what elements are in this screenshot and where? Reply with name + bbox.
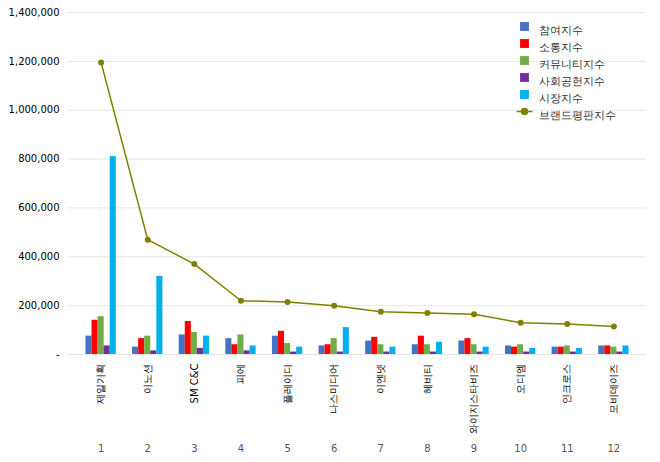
svg-text:사회공헌지수: 사회공헌지수 bbox=[539, 75, 605, 88]
svg-text:400,000: 400,000 bbox=[18, 251, 59, 262]
svg-text:1,200,000: 1,200,000 bbox=[9, 56, 60, 67]
svg-text:2: 2 bbox=[145, 443, 151, 454]
svg-text:이노션: 이노션 bbox=[142, 364, 153, 394]
svg-text:제일기획: 제일기획 bbox=[95, 364, 106, 404]
svg-text:-: - bbox=[56, 349, 60, 360]
svg-text:9: 9 bbox=[471, 443, 477, 454]
svg-text:와이지스타비즈: 와이지스타비즈 bbox=[468, 364, 479, 434]
svg-text:오디엠: 오디엠 bbox=[515, 364, 526, 394]
svg-text:헤비티: 헤비티 bbox=[422, 364, 433, 394]
svg-text:모비데이즈: 모비데이즈 bbox=[608, 364, 619, 414]
svg-text:4: 4 bbox=[238, 443, 244, 454]
svg-text:인크로스: 인크로스 bbox=[561, 364, 572, 404]
svg-text:200,000: 200,000 bbox=[18, 300, 59, 311]
svg-text:시장지수: 시장지수 bbox=[539, 92, 583, 105]
svg-text:8: 8 bbox=[424, 443, 430, 454]
svg-text:800,000: 800,000 bbox=[18, 153, 59, 164]
svg-text:6: 6 bbox=[331, 443, 337, 454]
svg-text:1,400,000: 1,400,000 bbox=[9, 7, 60, 18]
svg-text:피에: 피에 bbox=[235, 364, 246, 384]
svg-text:소통지수: 소통지수 bbox=[539, 41, 583, 54]
svg-text:12: 12 bbox=[608, 443, 621, 454]
svg-text:600,000: 600,000 bbox=[18, 202, 59, 213]
svg-text:1,000,000: 1,000,000 bbox=[9, 104, 60, 115]
svg-text:이엔넷: 이엔넷 bbox=[375, 364, 386, 394]
svg-text:11: 11 bbox=[561, 443, 574, 454]
svg-text:1: 1 bbox=[98, 443, 104, 454]
svg-text:7: 7 bbox=[378, 443, 384, 454]
svg-text:플레이디: 플레이디 bbox=[282, 364, 293, 404]
svg-text:브랜드평판지수: 브랜드평판지수 bbox=[539, 109, 616, 122]
svg-text:3: 3 bbox=[191, 443, 197, 454]
svg-text:10: 10 bbox=[514, 443, 527, 454]
svg-text:참여지수: 참여지수 bbox=[539, 24, 583, 37]
svg-text:나스미디어: 나스미디어 bbox=[328, 364, 339, 414]
svg-text:커뮤니티지수: 커뮤니티지수 bbox=[539, 58, 605, 71]
svg-text:5: 5 bbox=[284, 443, 290, 454]
svg-text:SM C&C: SM C&C bbox=[189, 363, 200, 403]
